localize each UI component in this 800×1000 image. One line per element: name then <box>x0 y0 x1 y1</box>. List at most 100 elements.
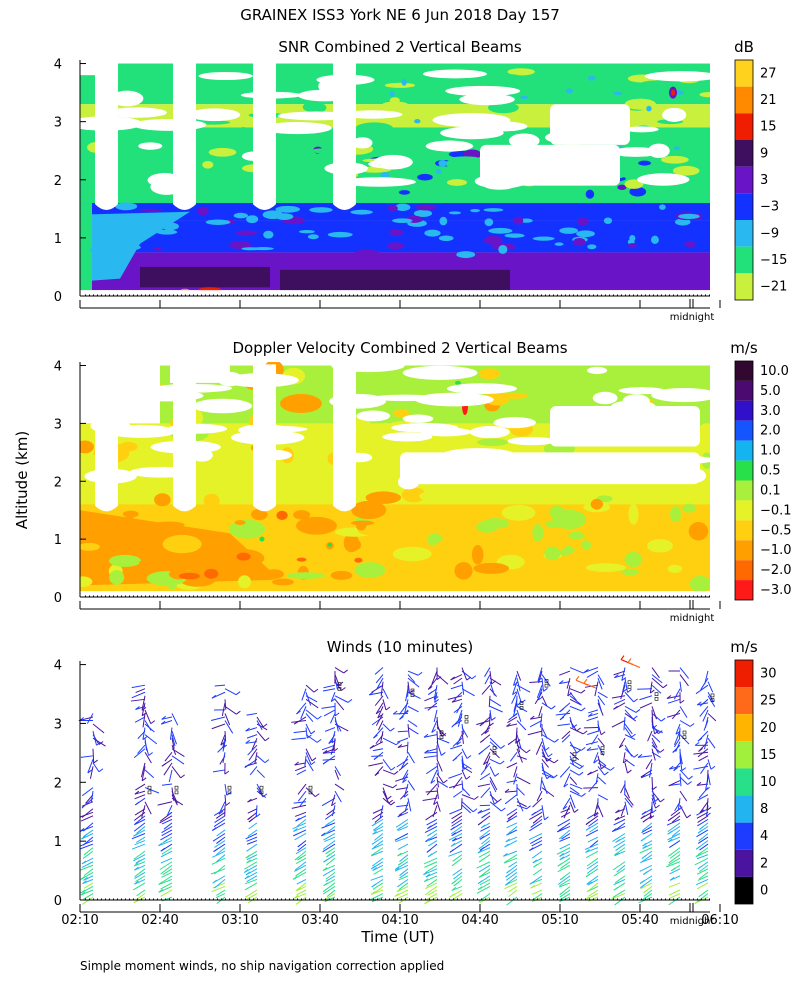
wind-barb <box>171 730 178 745</box>
wind-barb-feather <box>452 757 458 762</box>
wind-barb <box>394 864 409 872</box>
colorbar-label: 2.0 <box>760 424 781 439</box>
wind-barb <box>380 681 384 697</box>
wind-barb <box>569 790 582 797</box>
wind-barb <box>135 783 146 791</box>
wind-barb-feather <box>474 796 479 800</box>
wind-barb <box>637 688 653 690</box>
wind-barb <box>511 692 518 704</box>
wind-barb <box>624 723 633 735</box>
wind-barb-feather <box>558 835 564 840</box>
wind-barb <box>334 698 345 711</box>
wind-barb <box>256 723 268 731</box>
wind-barb-feather <box>396 826 402 831</box>
wind-barb-feather <box>499 760 505 765</box>
wind-barb-feather <box>427 686 433 690</box>
wind-barb <box>557 825 571 833</box>
wind-barb <box>256 716 264 728</box>
wind-barb-feather <box>553 759 559 764</box>
wind-barb-feather <box>582 730 588 735</box>
wind-barb <box>651 737 658 748</box>
wind-barb <box>704 716 709 728</box>
snr-axes: 0 1 2 3 4 midnight <box>54 58 721 323</box>
wind-barb-feather <box>526 749 531 754</box>
wind-barb-feather <box>148 752 153 756</box>
wind-barb <box>624 797 633 808</box>
wind-barb-feather <box>211 827 217 831</box>
wind-barb <box>673 737 681 748</box>
wind-barb <box>620 783 626 794</box>
wind-barb-feather <box>530 823 536 828</box>
wind-barb <box>334 790 342 803</box>
wind-barb <box>586 864 599 874</box>
wind-barb <box>461 769 467 780</box>
wind-barb <box>516 755 527 760</box>
wind-barb <box>541 805 545 820</box>
wind-barb <box>296 702 307 715</box>
wind-barb-feather <box>245 871 251 876</box>
colorbar-label: 30 <box>760 667 777 682</box>
wind-barb <box>509 751 518 762</box>
wind-barb <box>395 818 409 828</box>
wind-barb <box>407 780 415 791</box>
wind-barb-feather <box>567 692 573 697</box>
wind-barb-feather <box>87 769 93 774</box>
wind-barb <box>697 818 709 827</box>
wind-barb <box>430 769 438 784</box>
wind-barb <box>611 720 626 728</box>
wind-barb <box>294 765 307 772</box>
wind-barb-feather <box>477 849 483 854</box>
wind-barb <box>541 762 545 774</box>
colorbar-label: 15 <box>760 120 777 135</box>
wind-barb <box>586 670 599 678</box>
wind-barb-feather <box>376 685 381 690</box>
wind-barb <box>161 829 173 837</box>
wind-barb <box>541 759 549 768</box>
wind-barb <box>246 734 258 739</box>
wind-barb <box>622 681 626 693</box>
wind-barb <box>447 695 463 700</box>
wind-barb-feather <box>705 786 710 791</box>
wind-barb-feather <box>310 761 316 766</box>
wind-barb <box>171 755 185 765</box>
wind-barb <box>256 769 266 778</box>
wind-barb <box>212 769 226 773</box>
wind-barb <box>160 833 173 841</box>
wind-barb <box>476 861 491 869</box>
wind-barb-feather <box>293 720 299 725</box>
wind-barb <box>371 850 384 857</box>
wind-barb-feather <box>505 838 511 843</box>
wind-barb-feather <box>585 826 591 831</box>
wind-barb <box>585 850 599 859</box>
colorbar-swatch <box>735 687 753 715</box>
wind-barb <box>321 822 336 829</box>
wind-barb <box>538 706 543 717</box>
wind-barb <box>679 706 688 718</box>
wind-barb <box>622 752 626 763</box>
wind-barb <box>382 790 390 804</box>
wind-barb <box>295 857 307 865</box>
wind-barb-feather <box>243 869 249 873</box>
wind-barb-feather <box>377 714 383 719</box>
wind-barb-feather <box>512 691 517 696</box>
wind-barb <box>541 744 549 758</box>
wind-barb-feather <box>133 832 138 837</box>
wind-barb-feather <box>507 741 513 746</box>
wind-barb <box>370 875 384 881</box>
wind-barb-feather <box>397 861 403 866</box>
colorbar-swatch <box>735 714 753 742</box>
wind-barb-feather <box>546 757 551 762</box>
wind-barb-feather <box>627 769 632 774</box>
wind-barb <box>432 805 438 818</box>
wind-barb <box>424 705 438 709</box>
wind-barb <box>407 723 410 738</box>
wind-barb-feather <box>655 804 660 809</box>
wind-barb <box>214 815 226 823</box>
wind-barb <box>624 713 637 722</box>
wind-barb <box>297 783 307 795</box>
wind-barb <box>624 727 632 738</box>
wind-barb <box>215 847 226 856</box>
wind-barb <box>322 840 336 850</box>
wind-barb-feather <box>133 862 139 867</box>
